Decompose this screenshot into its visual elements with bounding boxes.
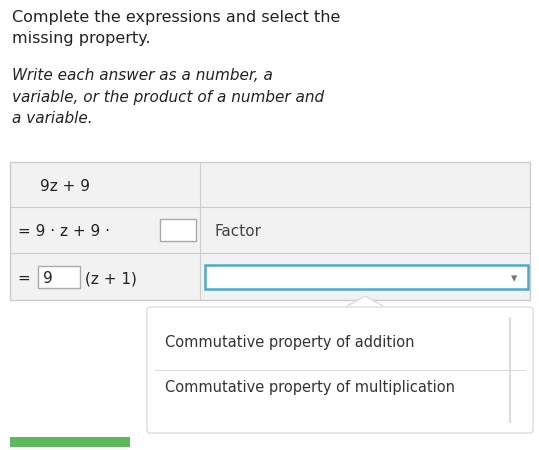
- Text: 9z + 9: 9z + 9: [40, 179, 90, 194]
- Text: Complete the expressions and select the
missing property.: Complete the expressions and select the …: [12, 10, 340, 46]
- Text: = 9 · z + 9 ·: = 9 · z + 9 ·: [18, 225, 110, 239]
- Bar: [38, 266, 80, 288]
- Text: =: =: [18, 271, 36, 286]
- Polygon shape: [340, 296, 390, 310]
- Text: 9: 9: [43, 271, 53, 286]
- Text: Factor: Factor: [215, 225, 262, 239]
- Text: Commutative property of addition: Commutative property of addition: [165, 335, 414, 350]
- Text: ▾: ▾: [511, 272, 517, 285]
- Bar: [205, 265, 528, 288]
- Text: Commutative property of multiplication: Commutative property of multiplication: [165, 380, 455, 395]
- Text: (z + 1): (z + 1): [85, 271, 137, 286]
- Bar: [160, 219, 196, 241]
- Bar: [10, 437, 130, 447]
- Text: Write each answer as a number, a
variable, or the product of a number and
a vari: Write each answer as a number, a variabl…: [12, 68, 324, 126]
- FancyBboxPatch shape: [147, 307, 533, 433]
- Bar: [10, 162, 530, 300]
